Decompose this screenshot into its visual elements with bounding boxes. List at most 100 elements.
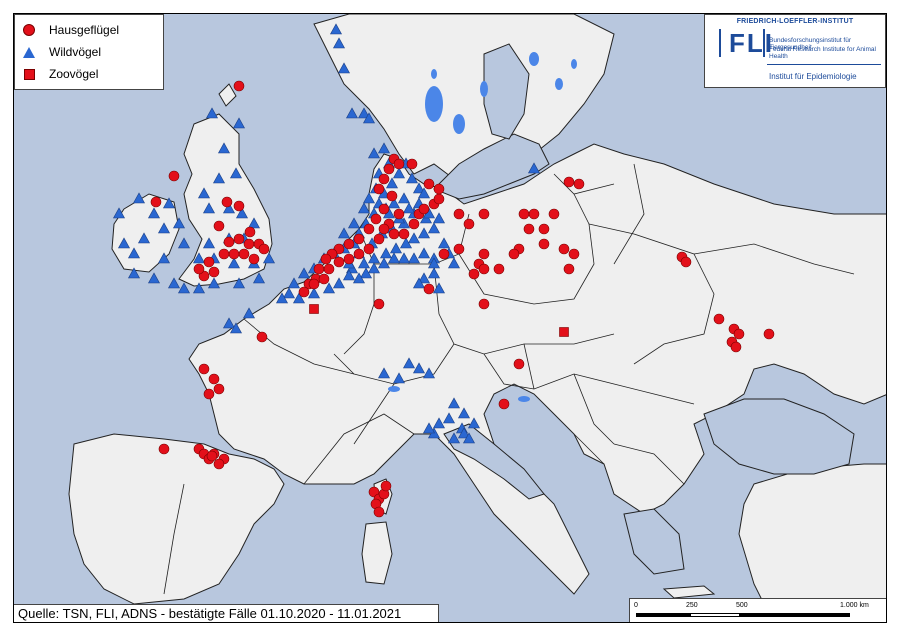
legend-label: Wildvögel [49,45,102,59]
wildvoegel-marker [432,417,446,429]
wildvoegel-marker [322,282,336,294]
wildvoegel-marker [377,142,391,154]
hausgefluegel-marker [478,298,490,310]
hausgefluegel-marker [423,178,435,190]
wildvoegel-marker [192,282,206,294]
hausgefluegel-marker [378,173,390,185]
wildvoegel-marker [222,202,236,214]
hausgefluegel-marker [468,268,480,280]
hausgefluegel-marker [408,218,420,230]
hausgefluegel-marker [208,373,220,385]
hausgefluegel-marker [478,263,490,275]
wildvoegel-marker [397,192,411,204]
scale-label-0: 0 [634,602,638,609]
wildvoegel-marker [432,212,446,224]
wildvoegel-marker [352,272,366,284]
hausgefluegel-marker [203,256,215,268]
wildvoegel-marker [345,107,359,119]
legend: Hausgeflügel Wildvögel Zoovögel [14,14,164,90]
wildvoegel-marker [447,397,461,409]
hausgefluegel-marker [150,196,162,208]
aegean-sea [623,508,685,575]
wildvoegel-marker [167,277,181,289]
hausgefluegel-marker [478,248,490,260]
wildvoegel-marker [412,182,426,194]
wildvoegel-marker [377,367,391,379]
hausgefluegel-marker [568,248,580,260]
wildvoegel-marker [422,367,436,379]
hausgefluegel-marker [680,256,692,268]
seas-layer [433,43,855,575]
wildvoegel-marker [212,172,226,184]
hausgefluegel-marker [318,273,330,285]
wildvoegel-marker [417,187,431,199]
sardinia [361,521,393,585]
hausgefluegel-marker [418,203,430,215]
wildvoegel-marker [229,322,243,334]
scale-segment-3 [740,613,850,617]
hausgefluegel-marker [353,233,365,245]
hausgefluegel-marker [713,313,725,325]
hausgefluegel-marker [218,248,230,260]
hausgefluegel-marker [238,248,250,260]
hausgefluegel-marker [323,263,335,275]
wildvoegel-marker [247,217,261,229]
hausgefluegel-marker [508,248,520,260]
wildvoegel-marker [405,172,419,184]
wildvoegel-marker [332,277,346,289]
hausgefluegel-marker [363,243,375,255]
northern-isles [218,83,237,107]
wildvoegel-marker [402,202,416,214]
wildvoegel-marker [232,117,246,129]
wildvoegel-marker [342,269,356,281]
hausgefluegel-marker [433,193,445,205]
wildvoegel-marker [432,282,446,294]
hausgefluegel-marker [243,238,255,250]
europe-map[interactable] [14,14,887,623]
hausgefluegel-marker [370,213,382,225]
wildvoegel-marker [379,247,393,259]
wildvoegel-marker [385,177,399,189]
hausgefluegel-marker [383,163,395,175]
wildvoegel-marker [357,202,371,214]
crete [662,585,716,599]
hausgefluegel-marker [363,223,375,235]
hausgefluegel-marker [343,238,355,250]
hausgefluegel-marker [373,233,385,245]
hausgefluegel-marker [248,253,260,265]
wildvoegel-marker [392,372,406,384]
wildvoegel-marker [217,142,231,154]
wildvoegel-marker [427,222,441,234]
logo-institute: Institut für Epidemiologie [769,72,857,81]
wildvoegel-marker [377,257,391,269]
wildvoegel-marker [447,257,461,269]
hausgefluegel-marker [548,208,560,220]
zoovoegel-marker [559,327,569,337]
outbreak-markers [112,23,775,518]
wildvoegel-marker [157,252,171,264]
hausgefluegel-marker [353,248,365,260]
hausgefluegel-marker [223,236,235,248]
wildvoegel-marker [457,407,471,419]
hausgefluegel-marker [538,238,550,250]
map-frame[interactable] [13,13,887,623]
hausgefluegel-marker [244,226,256,238]
logo-bar-right [763,29,765,57]
wildvoegel-marker [132,192,146,204]
logo-divider [767,64,881,65]
scandinavia [313,14,615,180]
wildvoegel-marker [392,167,406,179]
hausgefluegel-marker [498,398,510,410]
wildvoegel-marker [227,257,241,269]
logo-top-text: FRIEDRICH-LOEFFLER-INSTITUT [736,18,854,25]
hausgefluegel-marker [733,328,745,340]
land-layer [68,14,886,622]
wildvoegel-marker [192,252,206,264]
hausgefluegel-marker [233,200,245,212]
hausgefluegel-marker [573,178,585,190]
scale-label-250: 250 [686,602,698,609]
hausgefluegel-marker [221,196,233,208]
wildvoegel-marker [329,23,343,35]
hausgefluegel-marker [213,220,225,232]
wildvoegel-marker [527,162,541,174]
